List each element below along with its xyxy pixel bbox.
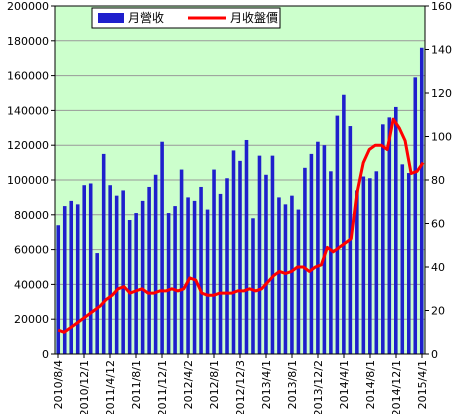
revenue-bar: [199, 186, 203, 354]
y-left-tick-label: 160000: [7, 70, 49, 83]
y-left-tick-label: 200000: [7, 0, 49, 13]
revenue-bar: [88, 183, 93, 354]
revenue-bar: [231, 150, 236, 354]
revenue-bar: [316, 141, 320, 354]
revenue-bar: [153, 174, 158, 354]
y-right-tick-label: 60: [431, 218, 445, 231]
revenue-bar: [355, 190, 359, 354]
revenue-bar: [114, 195, 119, 354]
revenue-bar: [244, 139, 249, 354]
x-tick-label: 2012/12/3: [234, 360, 247, 414]
y-left-tick-label: 120000: [7, 139, 49, 152]
y-right-tick-label: 80: [431, 174, 445, 187]
revenue-bar: [257, 155, 262, 354]
revenue-bar: [406, 173, 411, 354]
y-left-tick-label: 80000: [14, 209, 49, 222]
legend-label-revenue: 月營收: [128, 11, 164, 25]
revenue-bar: [387, 117, 392, 354]
revenue-bar: [95, 253, 99, 354]
revenue-bar: [374, 171, 379, 354]
x-tick-label: 2010/12/1: [78, 360, 91, 414]
revenue-bar: [166, 213, 171, 354]
revenue-bar: [296, 209, 301, 354]
legend-label-close: 月收盤價: [230, 11, 278, 25]
revenue-bar: [75, 204, 80, 354]
revenue-bar: [101, 153, 106, 354]
revenue-bar: [186, 197, 190, 354]
x-tick-label: 2012/8/1: [208, 360, 221, 409]
x-tick-label: 2010/8/4: [52, 360, 65, 409]
revenue-bar: [400, 164, 405, 354]
y-left-tick-label: 20000: [14, 313, 49, 326]
revenue-bar: [212, 169, 216, 354]
revenue-bar: [108, 185, 112, 354]
revenue-bar: [251, 218, 255, 354]
x-tick-label: 2011/4/12: [104, 360, 117, 414]
x-tick-label: 2011/8/1: [130, 360, 143, 409]
x-tick-label: 2014/8/1: [364, 360, 377, 409]
revenue-bar: [419, 47, 424, 354]
revenue-bar: [82, 185, 86, 354]
revenue-bar: [56, 225, 61, 354]
revenue-bar: [179, 169, 184, 354]
revenue-bar: [134, 213, 138, 354]
y-right-tick-label: 100: [431, 131, 452, 144]
revenue-bar: [361, 176, 366, 354]
y-left-tick-label: 60000: [14, 244, 49, 257]
revenue-bar: [147, 186, 151, 354]
revenue-bar: [283, 204, 288, 354]
y-right-tick-label: 20: [431, 305, 445, 318]
legend-bar-swatch: [98, 13, 124, 23]
revenue-bar: [192, 200, 197, 354]
y-left-tick-label: 40000: [14, 278, 49, 291]
revenue-bar: [160, 141, 164, 354]
revenue-bar: [309, 153, 314, 354]
x-tick-label: 2012/4/2: [182, 360, 195, 409]
revenue-bar: [368, 178, 372, 354]
revenue-bar: [218, 193, 223, 354]
revenue-bar: [62, 206, 67, 354]
revenue-bar: [205, 209, 210, 354]
y-right-tick-label: 140: [431, 44, 452, 57]
revenue-bar: [173, 206, 177, 354]
revenue-bar: [127, 220, 132, 354]
y-left-tick-label: 140000: [7, 104, 49, 117]
x-tick-label: 2013/12/2: [312, 360, 325, 414]
y-right-tick-label: 160: [431, 0, 452, 13]
revenue-bar: [342, 94, 346, 355]
x-tick-label: 2013/8/1: [286, 360, 299, 409]
y-left-tick-label: 180000: [7, 35, 49, 48]
legend-box: [91, 7, 281, 29]
revenue-bar: [264, 174, 268, 354]
revenue-bar: [140, 200, 145, 354]
revenue-bar: [225, 178, 229, 354]
x-tick-label: 2015/4/1: [416, 360, 429, 409]
y-left-tick-label: 100000: [7, 174, 49, 187]
x-tick-label: 2011/12/1: [156, 360, 169, 414]
revenue-bar: [121, 190, 125, 354]
revenue-bar: [413, 77, 418, 354]
revenue-bar: [329, 171, 333, 354]
x-tick-label: 2013/4/1: [260, 360, 273, 409]
x-tick-label: 2014/4/1: [338, 360, 351, 409]
revenue-bar: [238, 160, 242, 354]
revenue-bar: [277, 197, 281, 354]
revenue-bar: [394, 106, 398, 354]
revenue-bar: [270, 155, 275, 354]
y-right-tick-label: 0: [431, 348, 438, 361]
y-right-tick-label: 120: [431, 87, 452, 100]
revenue-bar: [303, 167, 307, 354]
revenue-bar: [290, 195, 294, 354]
revenue-bar: [69, 200, 74, 354]
revenue-bar: [322, 145, 327, 354]
y-right-tick-label: 40: [431, 261, 445, 274]
revenue-bar: [381, 124, 385, 354]
y-left-tick-label: 0: [42, 348, 49, 361]
revenue-bar: [335, 115, 340, 355]
x-tick-label: 2014/12/1: [390, 360, 403, 414]
close-price-line: [57, 117, 425, 334]
